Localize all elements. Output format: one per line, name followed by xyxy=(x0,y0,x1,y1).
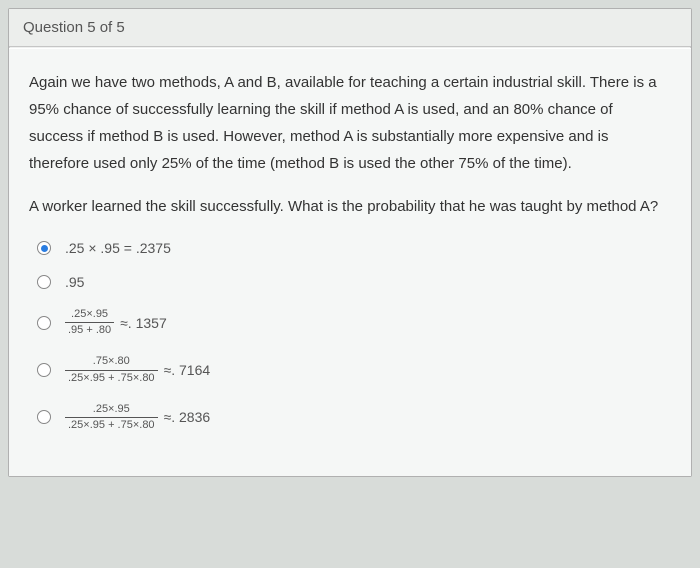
option-label: .25 × .95 = .2375 xyxy=(65,240,171,256)
question-paragraph-2: A worker learned the skill successfully.… xyxy=(29,193,671,220)
radio-icon xyxy=(37,363,51,377)
fraction: .25×.95 .95 + .80 xyxy=(65,308,114,337)
option-2[interactable]: .95 xyxy=(37,274,671,290)
option-label: .25×.95 .95 + .80 ≈. 1357 xyxy=(65,308,167,337)
denominator: .25×.95 + .75×.80 xyxy=(65,418,158,432)
radio-icon xyxy=(37,410,51,424)
approx-value: ≈. 7164 xyxy=(164,362,211,378)
approx-value: ≈. 2836 xyxy=(164,409,211,425)
question-card: Question 5 of 5 Again we have two method… xyxy=(8,8,692,477)
approx-value: ≈. 1357 xyxy=(120,315,167,331)
radio-icon xyxy=(37,316,51,330)
option-4[interactable]: .75×.80 .25×.95 + .75×.80 ≈. 7164 xyxy=(37,355,671,384)
question-paragraph-1: Again we have two methods, A and B, avai… xyxy=(29,69,671,177)
option-1[interactable]: .25 × .95 = .2375 xyxy=(37,240,671,256)
options-group: .25 × .95 = .2375 .95 .25×.95 .95 + .80 … xyxy=(29,240,671,432)
numerator: .75×.80 xyxy=(65,355,158,370)
radio-icon xyxy=(37,241,51,255)
fraction: .75×.80 .25×.95 + .75×.80 xyxy=(65,355,158,384)
option-3[interactable]: .25×.95 .95 + .80 ≈. 1357 xyxy=(37,308,671,337)
question-header: Question 5 of 5 xyxy=(9,9,691,47)
fraction: .25×.95 .25×.95 + .75×.80 xyxy=(65,403,158,432)
denominator: .95 + .80 xyxy=(65,323,114,337)
question-body: Again we have two methods, A and B, avai… xyxy=(9,48,691,476)
numerator: .25×.95 xyxy=(65,308,114,323)
denominator: .25×.95 + .75×.80 xyxy=(65,371,158,385)
option-label: .95 xyxy=(65,274,84,290)
radio-icon xyxy=(37,275,51,289)
numerator: .25×.95 xyxy=(65,403,158,418)
option-5[interactable]: .25×.95 .25×.95 + .75×.80 ≈. 2836 xyxy=(37,403,671,432)
option-label: .25×.95 .25×.95 + .75×.80 ≈. 2836 xyxy=(65,403,210,432)
option-label: .75×.80 .25×.95 + .75×.80 ≈. 7164 xyxy=(65,355,210,384)
